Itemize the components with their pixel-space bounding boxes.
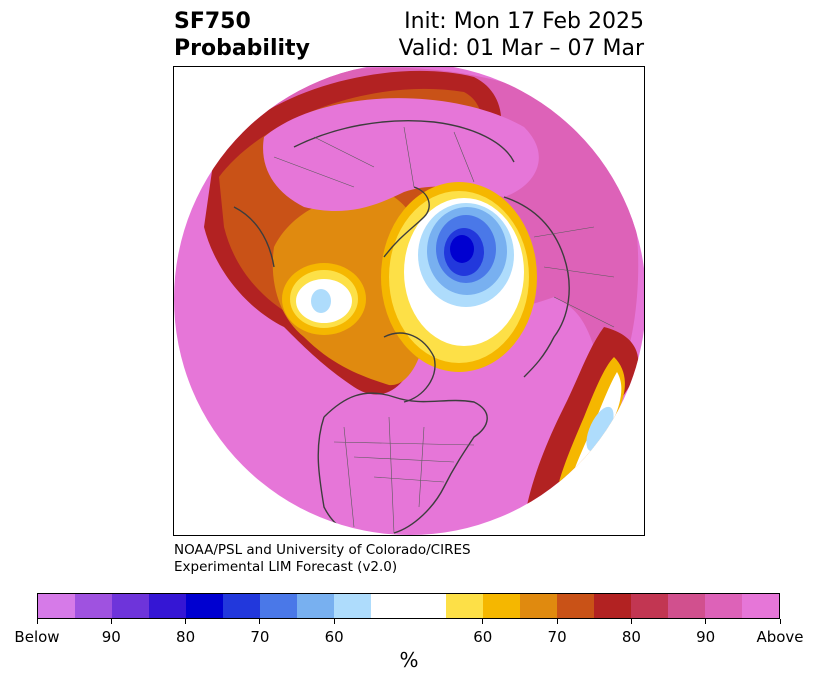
valid-date: Valid: 01 Mar – 07 Mar xyxy=(398,36,644,61)
colorbar-below-1 xyxy=(75,594,113,618)
colorbar-neutral xyxy=(371,594,446,618)
colorbar-tick-label-6: 70 xyxy=(547,628,567,646)
colorbar-below-7 xyxy=(297,594,335,618)
colorbar-tick-label-2: 80 xyxy=(176,628,196,646)
credits: NOAA/PSL and University of Colorado/CIRE… xyxy=(174,542,471,576)
colorbar-tick-label-0: Below xyxy=(14,628,60,646)
colorbar-below-0 xyxy=(38,594,76,618)
colorbar-tick-mark-7 xyxy=(630,619,632,624)
borders xyxy=(273,126,615,534)
variable-title: SF750 xyxy=(174,9,251,34)
north-america-coast xyxy=(323,392,488,534)
colorbar-above-3 xyxy=(556,594,594,618)
asia-east-coast xyxy=(503,196,570,378)
probability-subtitle: Probability xyxy=(174,36,310,61)
colorbar-above-8 xyxy=(741,594,779,618)
colorbar-unit: % xyxy=(399,648,419,672)
pacific-light-blue xyxy=(586,406,614,452)
colorbar-tick-mark-8 xyxy=(705,619,707,624)
colorbar-above-0 xyxy=(445,594,483,618)
colorbar-above-5 xyxy=(630,594,668,618)
asia-borders xyxy=(533,226,615,328)
colorbar-above-2 xyxy=(519,594,557,618)
colorbar-tick-mark-4 xyxy=(333,619,335,624)
colorbar-above-1 xyxy=(482,594,520,618)
eurasia-north-coast xyxy=(293,120,515,163)
colorbar-above-4 xyxy=(593,594,631,618)
colorbar xyxy=(37,593,780,619)
init-date: Init: Mon 17 Feb 2025 xyxy=(404,9,644,34)
blue-core xyxy=(450,235,474,263)
greenland-coast xyxy=(383,186,430,258)
colorbar-tick-label-5: 60 xyxy=(473,628,493,646)
colorbar-tick-mark-6 xyxy=(556,619,558,624)
map-svg xyxy=(174,67,644,535)
colorbar-below-3 xyxy=(149,594,187,618)
hudson-bay-coast xyxy=(383,332,436,403)
colorbar-below-2 xyxy=(112,594,150,618)
europe-coast xyxy=(233,206,275,268)
arctic-pink xyxy=(263,98,539,212)
colorbar-tick-label-8: 90 xyxy=(696,628,716,646)
colorbar-tick-mark-2 xyxy=(185,619,187,624)
colorbar-tick-mark-9 xyxy=(779,619,781,624)
colorbar-below-4 xyxy=(186,594,224,618)
colorbar-tick-mark-3 xyxy=(259,619,261,624)
colorbar-tick-label-9: Above xyxy=(756,628,804,646)
forecast-map xyxy=(173,66,645,536)
colorbar-below-8 xyxy=(334,594,372,618)
credits-line1: NOAA/PSL and University of Colorado/CIRE… xyxy=(174,542,471,558)
us-state-lines xyxy=(333,416,475,534)
colorbar-tick-mark-0 xyxy=(36,619,38,624)
colorbar-tick-label-7: 80 xyxy=(621,628,641,646)
title-left: SF750 Probability xyxy=(174,8,310,62)
colorbar-above-7 xyxy=(704,594,742,618)
colorbar-tick-mark-1 xyxy=(110,619,112,624)
eurasia-borders xyxy=(273,126,475,188)
credits-line2: Experimental LIM Forecast (v2.0) xyxy=(174,559,398,575)
colorbar-above-6 xyxy=(667,594,705,618)
colorbar-tick-label-4: 60 xyxy=(324,628,344,646)
na-light-blue xyxy=(311,289,331,313)
colorbar-below-5 xyxy=(223,594,261,618)
title-right: Init: Mon 17 Feb 2025 Valid: 01 Mar – 07… xyxy=(399,8,644,62)
colorbar-below-6 xyxy=(260,594,298,618)
colorbar-tick-mark-5 xyxy=(482,619,484,624)
colorbar-tick-label-3: 70 xyxy=(250,628,270,646)
colorbar-tick-label-1: 90 xyxy=(101,628,121,646)
